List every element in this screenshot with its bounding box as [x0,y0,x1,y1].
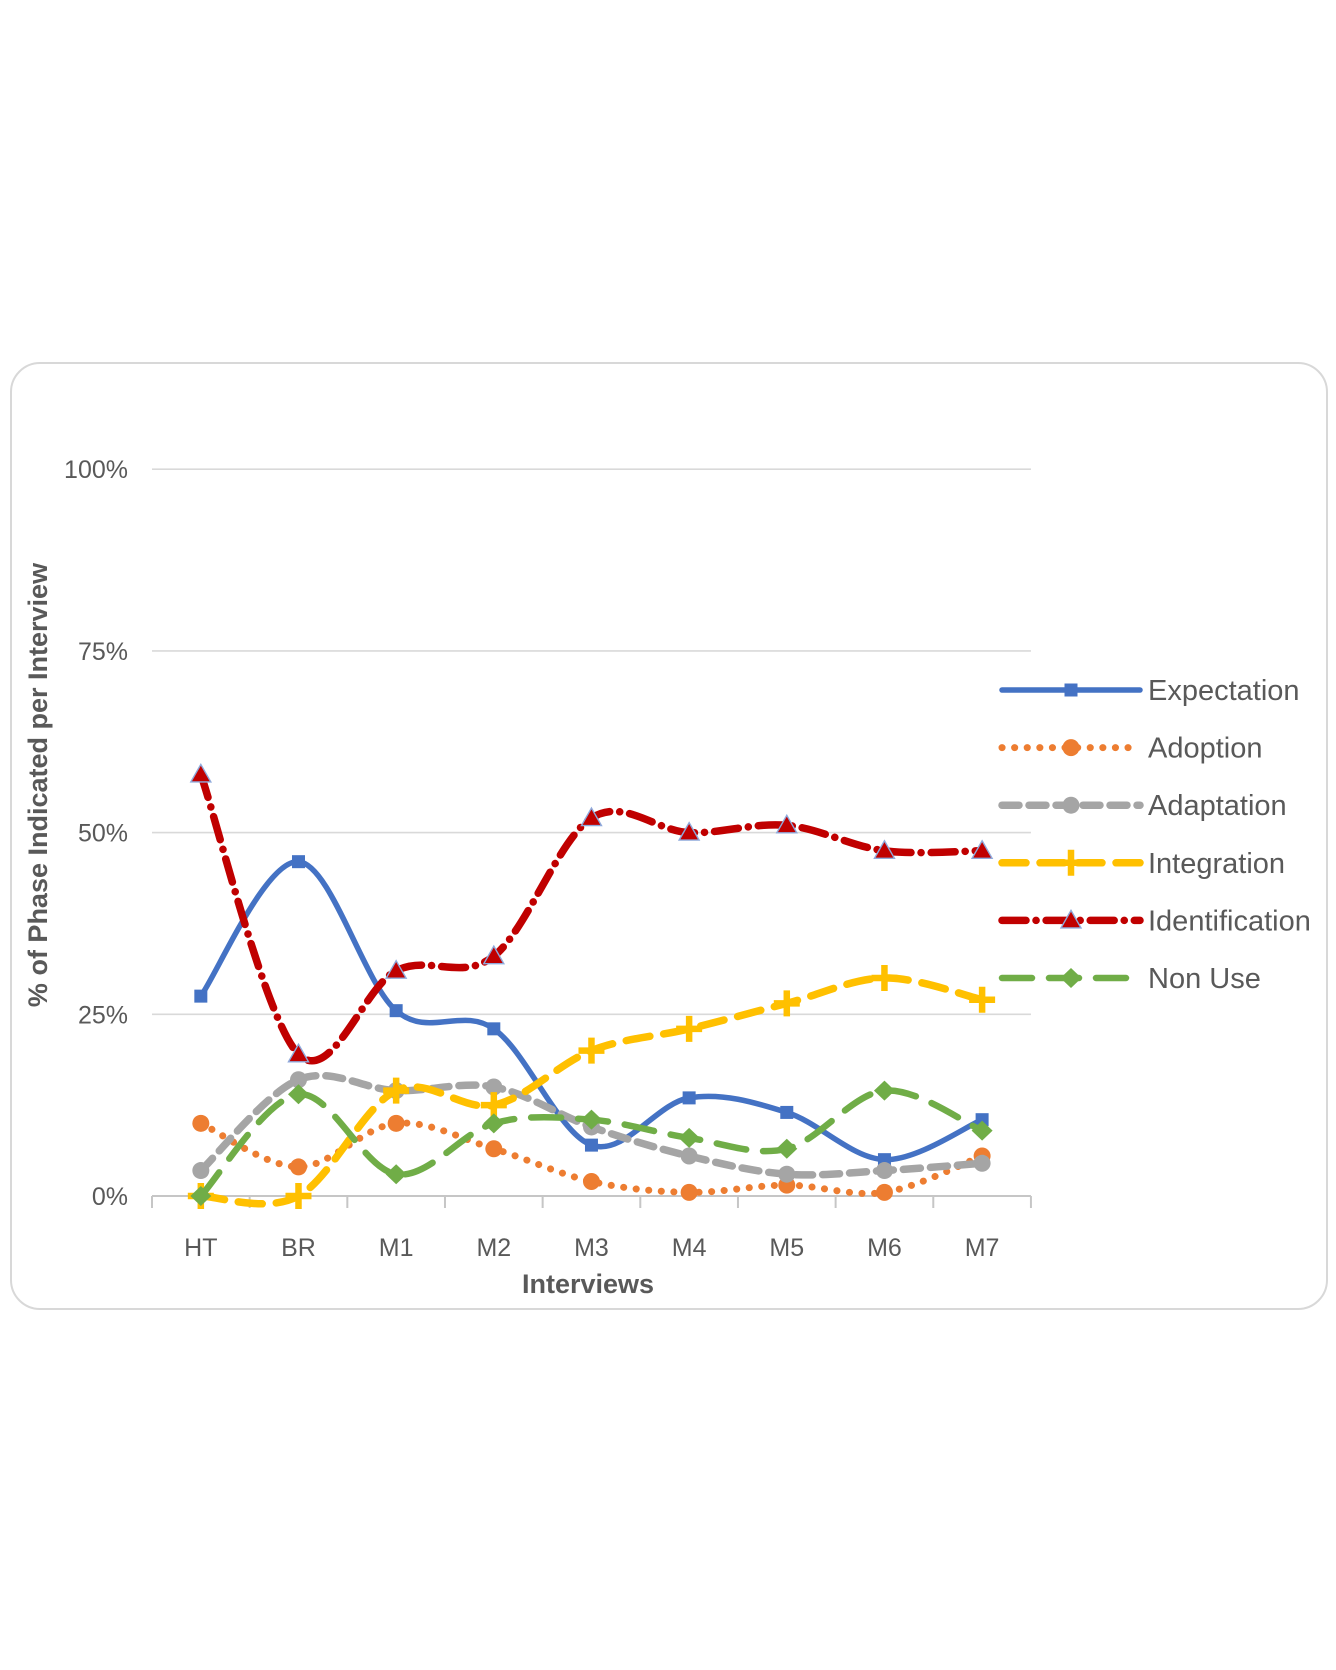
plus-marker [383,1077,410,1104]
series-lines [187,763,996,1209]
y-axis-title: % of Phase Indicated per Interview [23,562,53,1007]
diamond-marker [190,1186,212,1206]
circle-marker [680,1147,698,1165]
series-path [198,858,985,1163]
diamond-marker [483,1113,505,1134]
diamond-marker [385,1164,407,1185]
legend-label: Adoption [1148,733,1263,765]
x-tick-label-M2: M2 [476,1234,511,1262]
circle-marker [1062,739,1080,757]
legend-label: Expectation [1148,675,1300,707]
triangle-marker [1059,908,1083,929]
diamond-marker [287,1084,309,1105]
circle-marker [1062,796,1080,814]
gridlines [152,468,1031,1016]
triangle-marker [287,1042,310,1063]
legend-item-expectation: Expectation [999,675,1300,707]
square-marker [194,989,208,1003]
triangle-marker [775,813,798,834]
triangle-marker [384,959,408,979]
circle-marker [192,1162,210,1180]
legend-item-non-use: Non Use [998,963,1261,995]
diamond-marker [873,1080,895,1101]
legend-label: Non Use [1148,963,1261,995]
series-path [197,1071,986,1179]
square-marker [389,1004,403,1018]
plus-marker [969,986,996,1013]
square-marker [584,1138,598,1152]
circle-marker [680,1183,698,1201]
square-marker [1064,683,1078,697]
plus-marker [871,964,898,991]
plus-marker [1058,849,1084,876]
plus-marker [773,990,800,1017]
diamond-marker [776,1138,798,1159]
series-non-use [190,1080,993,1206]
x-tick-label-HT: HT [184,1234,217,1262]
x-tick-label-M4: M4 [672,1234,707,1262]
plus-marker [676,1015,703,1042]
circle-marker [875,1162,893,1180]
x-tick-label-M3: M3 [574,1234,609,1262]
plus-marker [285,1183,312,1209]
circle-marker [875,1183,893,1201]
series-identification [189,763,994,1065]
legend-label: Adaptation [1148,790,1287,822]
circle-marker [289,1071,307,1089]
legend-item-adaptation: Adaptation [998,790,1287,822]
legend-item-identification: Identification [998,905,1311,937]
circle-marker [192,1114,210,1132]
square-marker [975,1113,989,1127]
x-tick-label-M5: M5 [769,1234,804,1262]
square-marker [780,1105,794,1119]
series-expectation [194,855,989,1167]
y-tick-label-100%: 100% [64,456,128,484]
diamond-marker [678,1127,700,1148]
diamond-marker [1060,968,1082,988]
legend: Expectation Adoption Adaptation Integration… [998,675,1311,995]
circle-marker [582,1172,600,1190]
diamond-marker [580,1109,602,1130]
y-tick-label-50%: 50% [78,820,128,848]
circle-marker [289,1158,307,1176]
plus-marker [578,1037,605,1064]
x-tick-label-M6: M6 [867,1234,902,1262]
axis-tick-labels: 0% 25% 50% 75% 100% HT BR M1 M2 M3 M4 M5 M6 M7 [64,456,999,1262]
x-tick-label-M1: M1 [379,1234,414,1262]
triangle-marker [873,839,896,859]
series-path [197,1119,986,1198]
legend-label: Integration [1148,848,1285,880]
circle-marker [387,1114,405,1132]
circle-marker [485,1078,503,1096]
y-tick-label-25%: 25% [78,1001,128,1029]
series-path [197,1087,986,1200]
square-marker [682,1091,696,1105]
triangle-marker [580,806,603,827]
square-marker [291,855,305,869]
diamond-marker [971,1120,993,1141]
triangle-marker [189,763,213,783]
circle-marker [485,1140,503,1158]
triangle-marker [482,944,506,965]
circle-marker [973,1154,991,1172]
triangle-marker [970,839,994,859]
triangle-marker [677,821,701,841]
legend-item-adoption: Adoption [998,733,1263,765]
series-adaptation [192,1071,991,1183]
x-tick-label-BR: BR [281,1234,316,1262]
x-tick-label-M7: M7 [965,1234,1000,1262]
y-tick-label-0%: 0% [92,1183,128,1211]
square-marker [487,1022,501,1036]
legend-item-integration: Integration [998,848,1285,880]
y-tick-label-75%: 75% [78,638,128,666]
legend-label: Identification [1148,905,1311,937]
circle-marker [778,1165,796,1183]
x-axis-title: Interviews [522,1269,654,1299]
